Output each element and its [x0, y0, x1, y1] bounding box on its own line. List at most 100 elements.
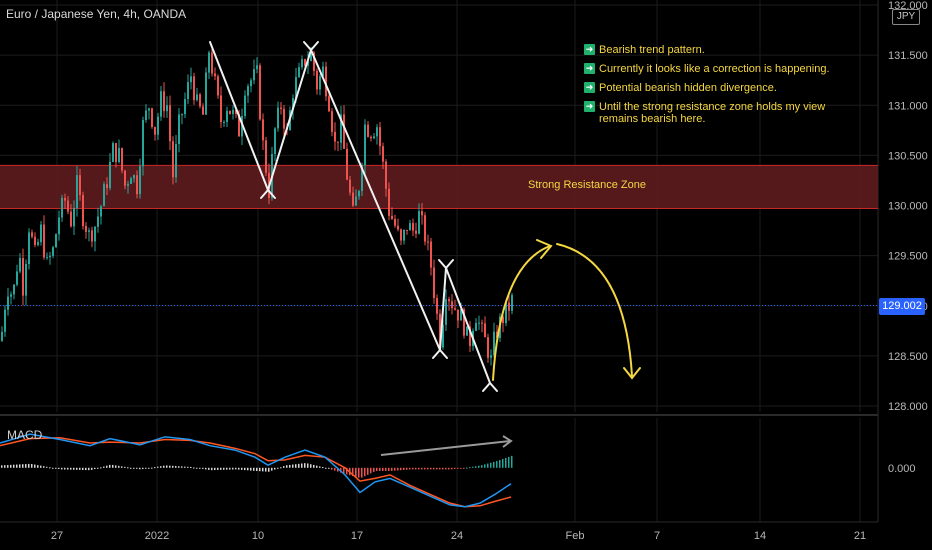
candle-body — [1, 331, 3, 341]
macd-histogram-bar — [241, 467, 243, 470]
candle-body — [433, 267, 435, 298]
macd-histogram-bar — [334, 467, 336, 471]
candle-body — [418, 211, 420, 234]
projection-up-head — [536, 239, 553, 259]
pattern-segment — [209, 41, 269, 191]
macd-histogram-bar — [91, 467, 93, 470]
candle-body — [58, 217, 60, 235]
macd-histogram-bar — [118, 465, 120, 468]
candle-body — [301, 59, 303, 68]
candle-body — [379, 127, 381, 147]
macd-histogram-bar — [259, 467, 261, 472]
currency-badge[interactable]: JPY — [892, 9, 920, 25]
macd-histogram-bar — [487, 463, 489, 468]
candle-body — [304, 59, 306, 66]
candle-body — [148, 108, 150, 111]
macd-histogram-bar — [346, 467, 348, 475]
macd-histogram-bar — [463, 467, 465, 469]
price-axis-tick: 128.000 — [888, 401, 928, 413]
candle-body — [325, 66, 327, 97]
macd-histogram-bar — [166, 465, 168, 468]
macd-histogram-bar — [40, 465, 42, 468]
macd-histogram-bar — [316, 465, 318, 468]
time-axis-tick: 2022 — [145, 530, 169, 542]
macd-histogram-bar — [226, 467, 228, 470]
candle-body — [124, 170, 126, 186]
macd-histogram-bar — [478, 465, 480, 468]
macd-histogram-bar — [436, 467, 438, 470]
candle-body — [244, 95, 246, 116]
candle-body — [298, 67, 300, 78]
chart-title: Euro / Japanese Yen, 4h, OANDA — [6, 7, 187, 21]
candle-body — [370, 136, 372, 139]
candle-body — [73, 208, 75, 227]
candle-body — [43, 224, 45, 258]
macd-histogram-bar — [490, 462, 492, 468]
macd-histogram-bar — [412, 467, 414, 470]
macd-histogram-bar — [79, 467, 81, 470]
pattern-arrowhead — [438, 259, 454, 270]
candle-body — [475, 323, 477, 331]
macd-histogram-bar — [55, 467, 57, 469]
macd-histogram-bar — [367, 467, 369, 475]
candle-body — [70, 211, 72, 227]
candle-body — [466, 326, 468, 336]
macd-histogram-bar — [352, 467, 354, 477]
macd-histogram-bar — [376, 467, 378, 471]
macd-histogram-bar — [433, 467, 435, 470]
macd-histogram-bar — [139, 467, 141, 470]
candle-body — [187, 82, 189, 100]
macd-histogram-bar — [163, 465, 165, 468]
macd-histogram-bar — [205, 467, 207, 470]
candle-body — [49, 255, 51, 258]
macd-histogram-bar — [499, 460, 501, 468]
candle-body — [343, 114, 345, 149]
candle-body — [115, 143, 117, 163]
candle-body — [178, 114, 180, 145]
candle-body — [259, 65, 261, 120]
macd-histogram-bar — [328, 467, 330, 469]
macd-histogram-bar — [430, 467, 432, 470]
macd-histogram-bar — [43, 466, 45, 468]
candle-body — [151, 108, 153, 127]
candle-body — [88, 230, 90, 232]
candle-body — [211, 52, 213, 74]
macd-histogram-bar — [211, 467, 213, 471]
macd-histogram-bar — [418, 467, 420, 470]
price-axis-tick: 129.500 — [888, 251, 928, 263]
current-price-tag: 129.002 — [879, 298, 925, 315]
candle-body — [469, 326, 471, 347]
arrow-right-icon: ➜ — [584, 82, 595, 93]
macd-histogram-bar — [307, 463, 309, 468]
time-axis-tick: 21 — [854, 530, 866, 542]
pattern-segment — [445, 267, 491, 384]
pattern-segment — [439, 267, 447, 351]
macd-histogram-bar — [82, 467, 84, 470]
candle-body — [376, 127, 378, 137]
macd-histogram-bar — [442, 467, 444, 470]
macd-histogram-bar — [85, 467, 87, 471]
macd-histogram-bar — [274, 467, 276, 470]
resistance-zone — [0, 165, 878, 209]
candle-body — [253, 69, 255, 81]
macd-histogram-bar — [88, 467, 90, 471]
macd-histogram-bar — [223, 467, 225, 470]
candle-body — [409, 223, 411, 231]
candle-body — [448, 299, 450, 302]
macd-histogram-bar — [7, 465, 9, 468]
candle-body — [349, 179, 351, 193]
candle-body — [313, 52, 315, 71]
macd-histogram-bar — [424, 467, 426, 470]
macd-histogram-bar — [439, 467, 441, 470]
arrow-right-icon: ➜ — [584, 101, 595, 112]
candle-body — [25, 263, 27, 296]
candle-body — [337, 141, 339, 143]
time-axis-tick: 24 — [451, 530, 463, 542]
candle-body — [442, 324, 444, 348]
macd-histogram-bar — [1, 465, 3, 468]
macd-histogram-bar — [295, 464, 297, 468]
candle-body — [76, 175, 78, 209]
candle-body — [412, 223, 414, 231]
